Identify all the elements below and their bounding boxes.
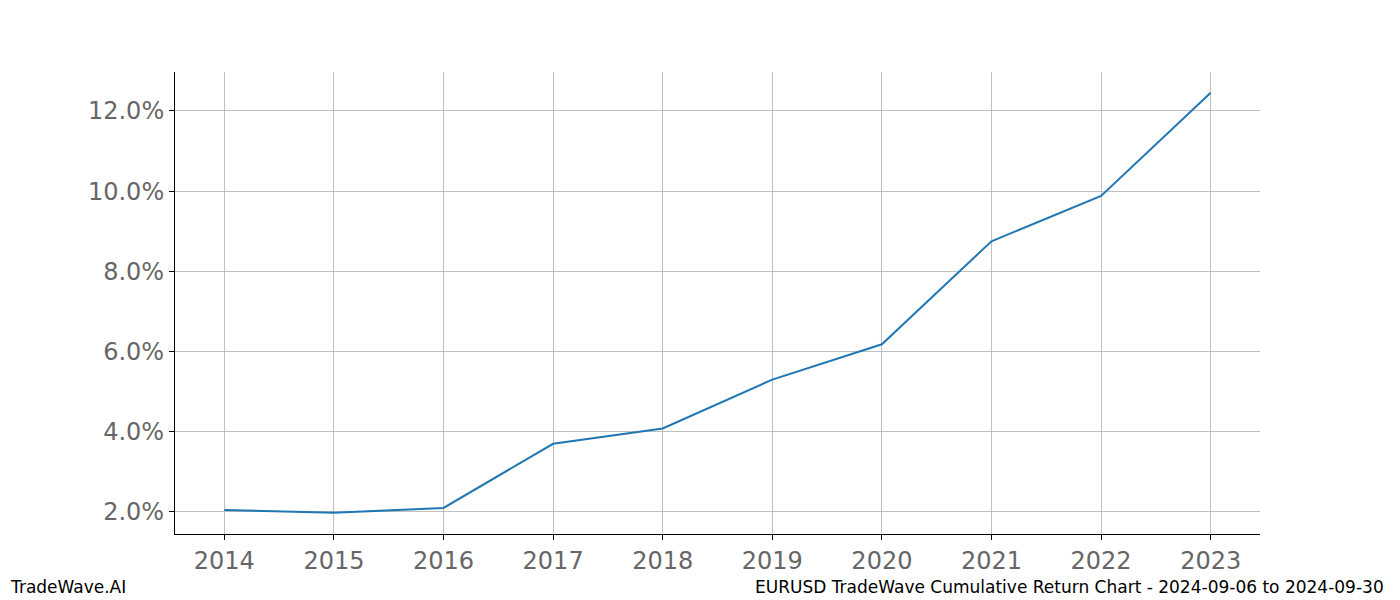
svg-text:6.0%: 6.0% xyxy=(103,338,164,366)
svg-text:2017: 2017 xyxy=(523,547,584,575)
svg-text:2023: 2023 xyxy=(1180,547,1241,575)
svg-text:2022: 2022 xyxy=(1071,547,1132,575)
svg-text:8.0%: 8.0% xyxy=(103,258,164,286)
svg-text:10.0%: 10.0% xyxy=(88,178,164,206)
svg-text:2019: 2019 xyxy=(742,547,803,575)
svg-text:EURUSD TradeWave Cumulative Re: EURUSD TradeWave Cumulative Return Chart… xyxy=(755,577,1384,597)
svg-text:2016: 2016 xyxy=(413,547,474,575)
svg-text:TradeWave.AI: TradeWave.AI xyxy=(10,577,126,597)
svg-text:2015: 2015 xyxy=(303,547,364,575)
svg-text:4.0%: 4.0% xyxy=(103,418,164,446)
svg-text:2018: 2018 xyxy=(632,547,693,575)
svg-text:2.0%: 2.0% xyxy=(103,498,164,526)
svg-text:2020: 2020 xyxy=(851,547,912,575)
svg-text:2021: 2021 xyxy=(961,547,1022,575)
svg-text:2014: 2014 xyxy=(194,547,255,575)
svg-text:12.0%: 12.0% xyxy=(88,97,164,125)
